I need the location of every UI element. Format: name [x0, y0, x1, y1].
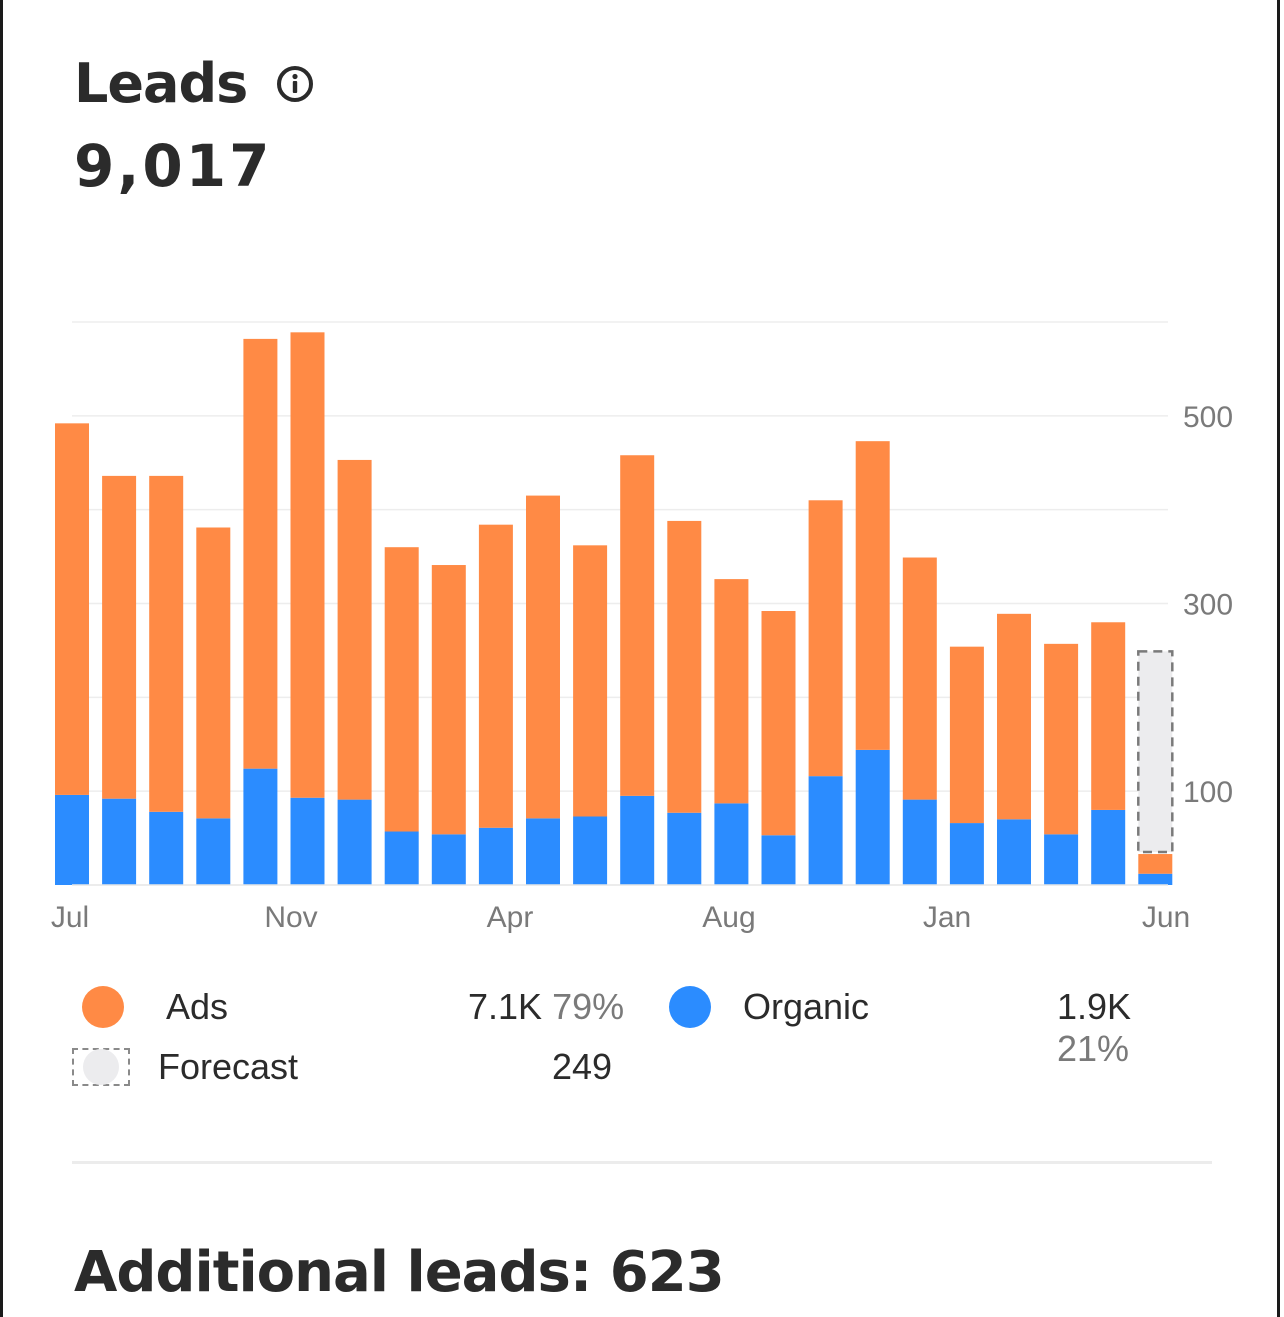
organic-bar [290, 797, 325, 885]
organic-bar [337, 799, 372, 885]
organic-bar [620, 795, 655, 885]
ads-bar [902, 557, 937, 800]
ads-bar [949, 646, 984, 824]
x-tick-label: Apr [487, 901, 534, 934]
x-tick-label: Aug [702, 901, 755, 934]
organic-bar [1091, 809, 1126, 885]
organic-bar [1138, 873, 1173, 885]
y-tick-label: 100 [1183, 776, 1233, 809]
legend-forecast-value: 249 [552, 1046, 613, 1087]
forecast-swatch [72, 1048, 130, 1086]
legend-forecast-label: Forecast [158, 1046, 299, 1087]
legend-ads-value-group: 7.1K 79% [468, 986, 624, 1028]
y-tick-label: 300 [1183, 589, 1233, 622]
ads-bar [149, 475, 184, 812]
legend-organic-value-group: 1.9K 21% [1057, 986, 1212, 1070]
ads-bar [384, 547, 419, 832]
legend-forecast[interactable]: Forecast [72, 1042, 298, 1092]
ads-bar [431, 565, 466, 835]
ads-bar [337, 459, 372, 800]
section-divider [72, 1161, 1212, 1164]
ads-bar [855, 441, 890, 750]
organic-bar [102, 798, 137, 885]
organic-bar [526, 818, 560, 885]
organic-bar [997, 819, 1031, 885]
ads-bar [290, 332, 325, 798]
organic-bar [667, 812, 702, 885]
legend-organic[interactable]: Organic [669, 982, 869, 1032]
organic-bar [149, 811, 184, 885]
ads-bar [243, 338, 278, 769]
additional-leads-heading: Additional leads: 623 [74, 1240, 725, 1305]
x-tick-label: Jun [1142, 901, 1190, 934]
forecast-bar [1137, 650, 1174, 854]
ads-bar [714, 579, 749, 804]
organic-bar [714, 803, 749, 885]
ads-bar [526, 495, 560, 819]
ads-bar [196, 527, 231, 819]
legend-ads-label: Ads [166, 986, 229, 1027]
organic-bar [384, 831, 419, 885]
y-tick-label: 500 [1183, 401, 1233, 434]
legend-ads[interactable]: Ads [82, 982, 228, 1032]
chart-legend: Ads 7.1K 79% Organic 1.9K 21% Forecast 2… [72, 982, 1212, 1092]
organic-bar [55, 794, 89, 885]
ads-bar [55, 423, 89, 795]
legend-organic-value: 1.9K [1057, 986, 1132, 1027]
header: Leads [74, 52, 315, 115]
leads-bar-chart: 500 300 100 Jul Nov Apr Aug Jan Jun [51, 321, 1233, 934]
organic-bar [855, 749, 890, 885]
legend-organic-percent: 21% [1057, 1028, 1130, 1069]
organic-bar [478, 827, 513, 885]
ads-color-dot [82, 986, 124, 1028]
ads-bar [1091, 622, 1126, 810]
organic-bar [243, 768, 278, 885]
ads-bar [1138, 854, 1173, 874]
leads-total: 9,017 [74, 132, 273, 200]
organic-bar [1044, 834, 1079, 885]
x-tick-label: Jan [923, 901, 971, 934]
info-circle-icon[interactable] [275, 64, 315, 104]
x-tick-label: Nov [264, 901, 317, 934]
organic-bar [808, 776, 843, 885]
ads-bar [102, 475, 137, 799]
ads-bar [761, 611, 796, 836]
organic-color-dot [669, 986, 711, 1028]
organic-bar [196, 818, 231, 885]
organic-bar [949, 823, 984, 885]
organic-bar [431, 834, 466, 885]
legend-ads-value: 7.1K [468, 986, 543, 1027]
organic-bar [761, 835, 796, 885]
ads-bar [1044, 643, 1079, 835]
legend-organic-label: Organic [743, 986, 870, 1027]
ads-bar [997, 613, 1031, 820]
ads-bar [620, 455, 655, 796]
ads-bar [808, 500, 843, 777]
ads-bar [478, 524, 513, 828]
ads-bar [667, 520, 702, 813]
legend-ads-percent: 79% [552, 986, 625, 1027]
ads-bar [573, 545, 608, 817]
organic-bar [573, 816, 608, 885]
organic-bar [902, 799, 937, 885]
page-title: Leads [74, 52, 248, 115]
x-tick-label: Jul [51, 901, 89, 934]
